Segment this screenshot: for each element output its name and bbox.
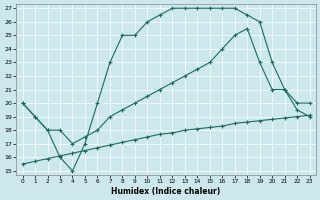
X-axis label: Humidex (Indice chaleur): Humidex (Indice chaleur) — [111, 187, 221, 196]
